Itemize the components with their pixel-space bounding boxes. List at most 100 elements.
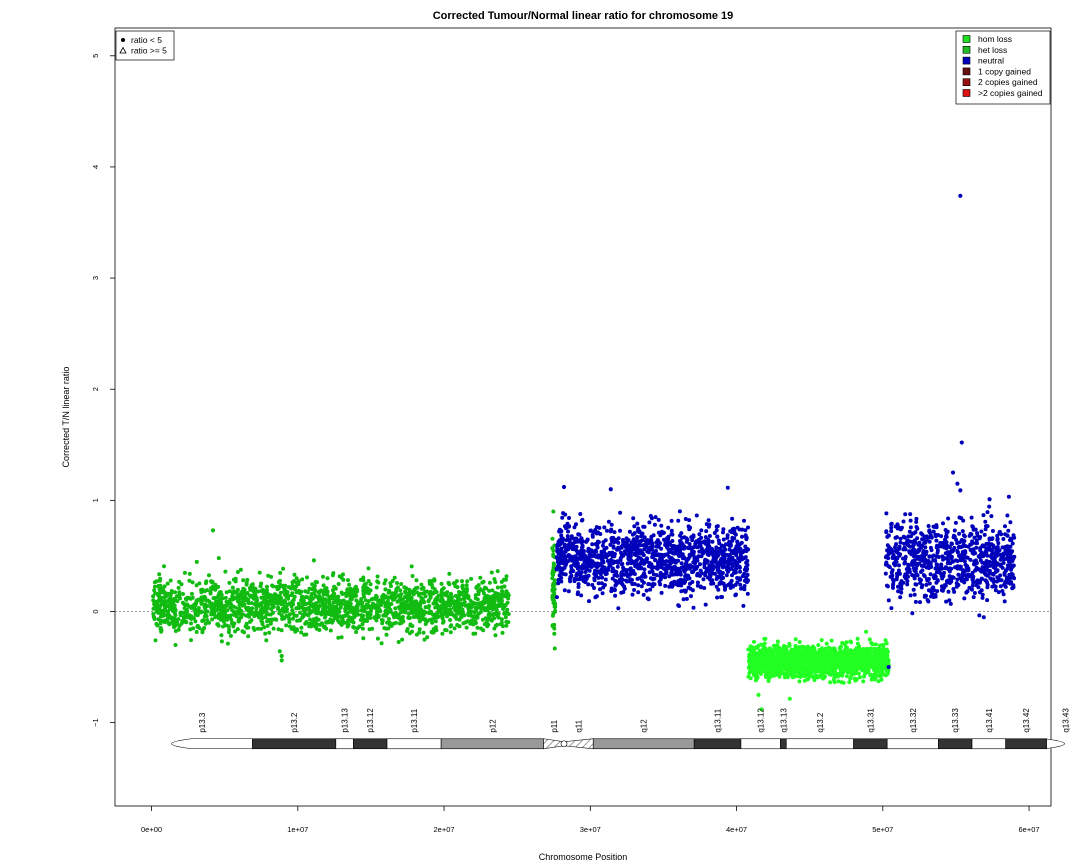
y-axis-label: Corrected T/N linear ratio — [61, 367, 71, 468]
data-point — [265, 619, 270, 624]
data-point — [669, 532, 674, 537]
data-point — [355, 587, 359, 592]
data-point — [654, 540, 659, 545]
data-point — [316, 609, 320, 614]
data-point — [204, 614, 209, 619]
data-point — [279, 584, 284, 588]
data-point — [332, 584, 337, 589]
data-point — [602, 525, 607, 530]
data-point — [473, 596, 478, 601]
data-point — [720, 556, 725, 561]
data-point — [154, 606, 159, 611]
data-point — [713, 571, 717, 576]
data-point — [728, 541, 733, 546]
data-point — [350, 594, 355, 599]
data-point — [823, 652, 828, 657]
data-point — [872, 658, 876, 663]
data-point — [642, 567, 647, 572]
data-point — [865, 650, 870, 655]
data-point — [696, 554, 701, 559]
data-point — [669, 528, 674, 533]
data-point — [299, 605, 304, 610]
data-point — [553, 609, 558, 614]
data-point — [418, 591, 423, 596]
data-point — [159, 611, 164, 616]
data-point — [719, 576, 724, 581]
data-point — [434, 614, 439, 619]
data-point — [667, 548, 672, 553]
data-point — [554, 566, 559, 571]
data-point — [205, 618, 210, 623]
data-point — [283, 583, 288, 588]
data-point — [460, 583, 465, 588]
data-point — [580, 563, 585, 568]
data-point — [409, 596, 414, 600]
x-tick-label-2: 2e+07 — [434, 825, 455, 834]
data-point — [389, 624, 394, 628]
data-point — [444, 603, 449, 608]
data-point — [228, 613, 233, 618]
data-point — [237, 606, 241, 611]
data-point — [441, 619, 446, 624]
data-point — [189, 591, 194, 596]
data-point — [361, 592, 366, 596]
data-point — [425, 619, 429, 624]
data-point — [774, 665, 779, 670]
data-point — [732, 526, 736, 531]
data-point — [797, 649, 802, 654]
data-point — [735, 539, 740, 544]
data-point — [847, 680, 852, 685]
data-point — [570, 558, 574, 563]
data-point — [434, 628, 439, 633]
data-point — [612, 530, 617, 535]
data-point — [861, 667, 866, 672]
data-point — [686, 524, 691, 529]
data-point — [202, 589, 207, 594]
data-point — [687, 518, 692, 523]
data-point — [159, 602, 164, 607]
data-point — [484, 620, 489, 625]
series-1-points — [550, 509, 558, 651]
data-point — [459, 590, 464, 595]
data-point — [278, 570, 283, 575]
data-point — [310, 587, 315, 592]
data-point — [554, 595, 559, 600]
data-point — [307, 586, 312, 591]
data-point — [154, 601, 158, 606]
data-point — [879, 661, 884, 666]
data-point — [622, 586, 627, 591]
data-point — [876, 646, 881, 651]
data-point — [418, 616, 423, 620]
data-point — [204, 579, 209, 584]
data-point — [430, 591, 435, 596]
data-point — [433, 605, 438, 610]
data-point — [598, 587, 602, 592]
data-point — [584, 561, 589, 566]
data-point — [335, 597, 340, 602]
data-point — [625, 579, 629, 584]
data-point — [781, 657, 786, 662]
data-point — [752, 655, 757, 660]
data-point — [824, 649, 829, 654]
data-point — [246, 612, 251, 617]
data-point — [610, 576, 615, 581]
data-point — [722, 587, 727, 592]
data-point — [194, 559, 199, 564]
data-point — [292, 572, 297, 577]
data-point — [432, 577, 437, 582]
data-point — [645, 549, 650, 554]
data-point — [594, 574, 599, 578]
data-point — [614, 537, 618, 542]
data-point — [677, 604, 681, 608]
data-point — [714, 528, 719, 533]
data-point — [637, 563, 642, 568]
data-point — [375, 574, 380, 579]
data-point — [725, 485, 730, 490]
data-point — [685, 576, 690, 581]
data-point — [738, 558, 743, 562]
data-point — [313, 580, 318, 584]
data-point — [721, 530, 725, 535]
data-point — [744, 566, 749, 571]
data-point — [763, 651, 768, 656]
data-point — [712, 531, 717, 535]
